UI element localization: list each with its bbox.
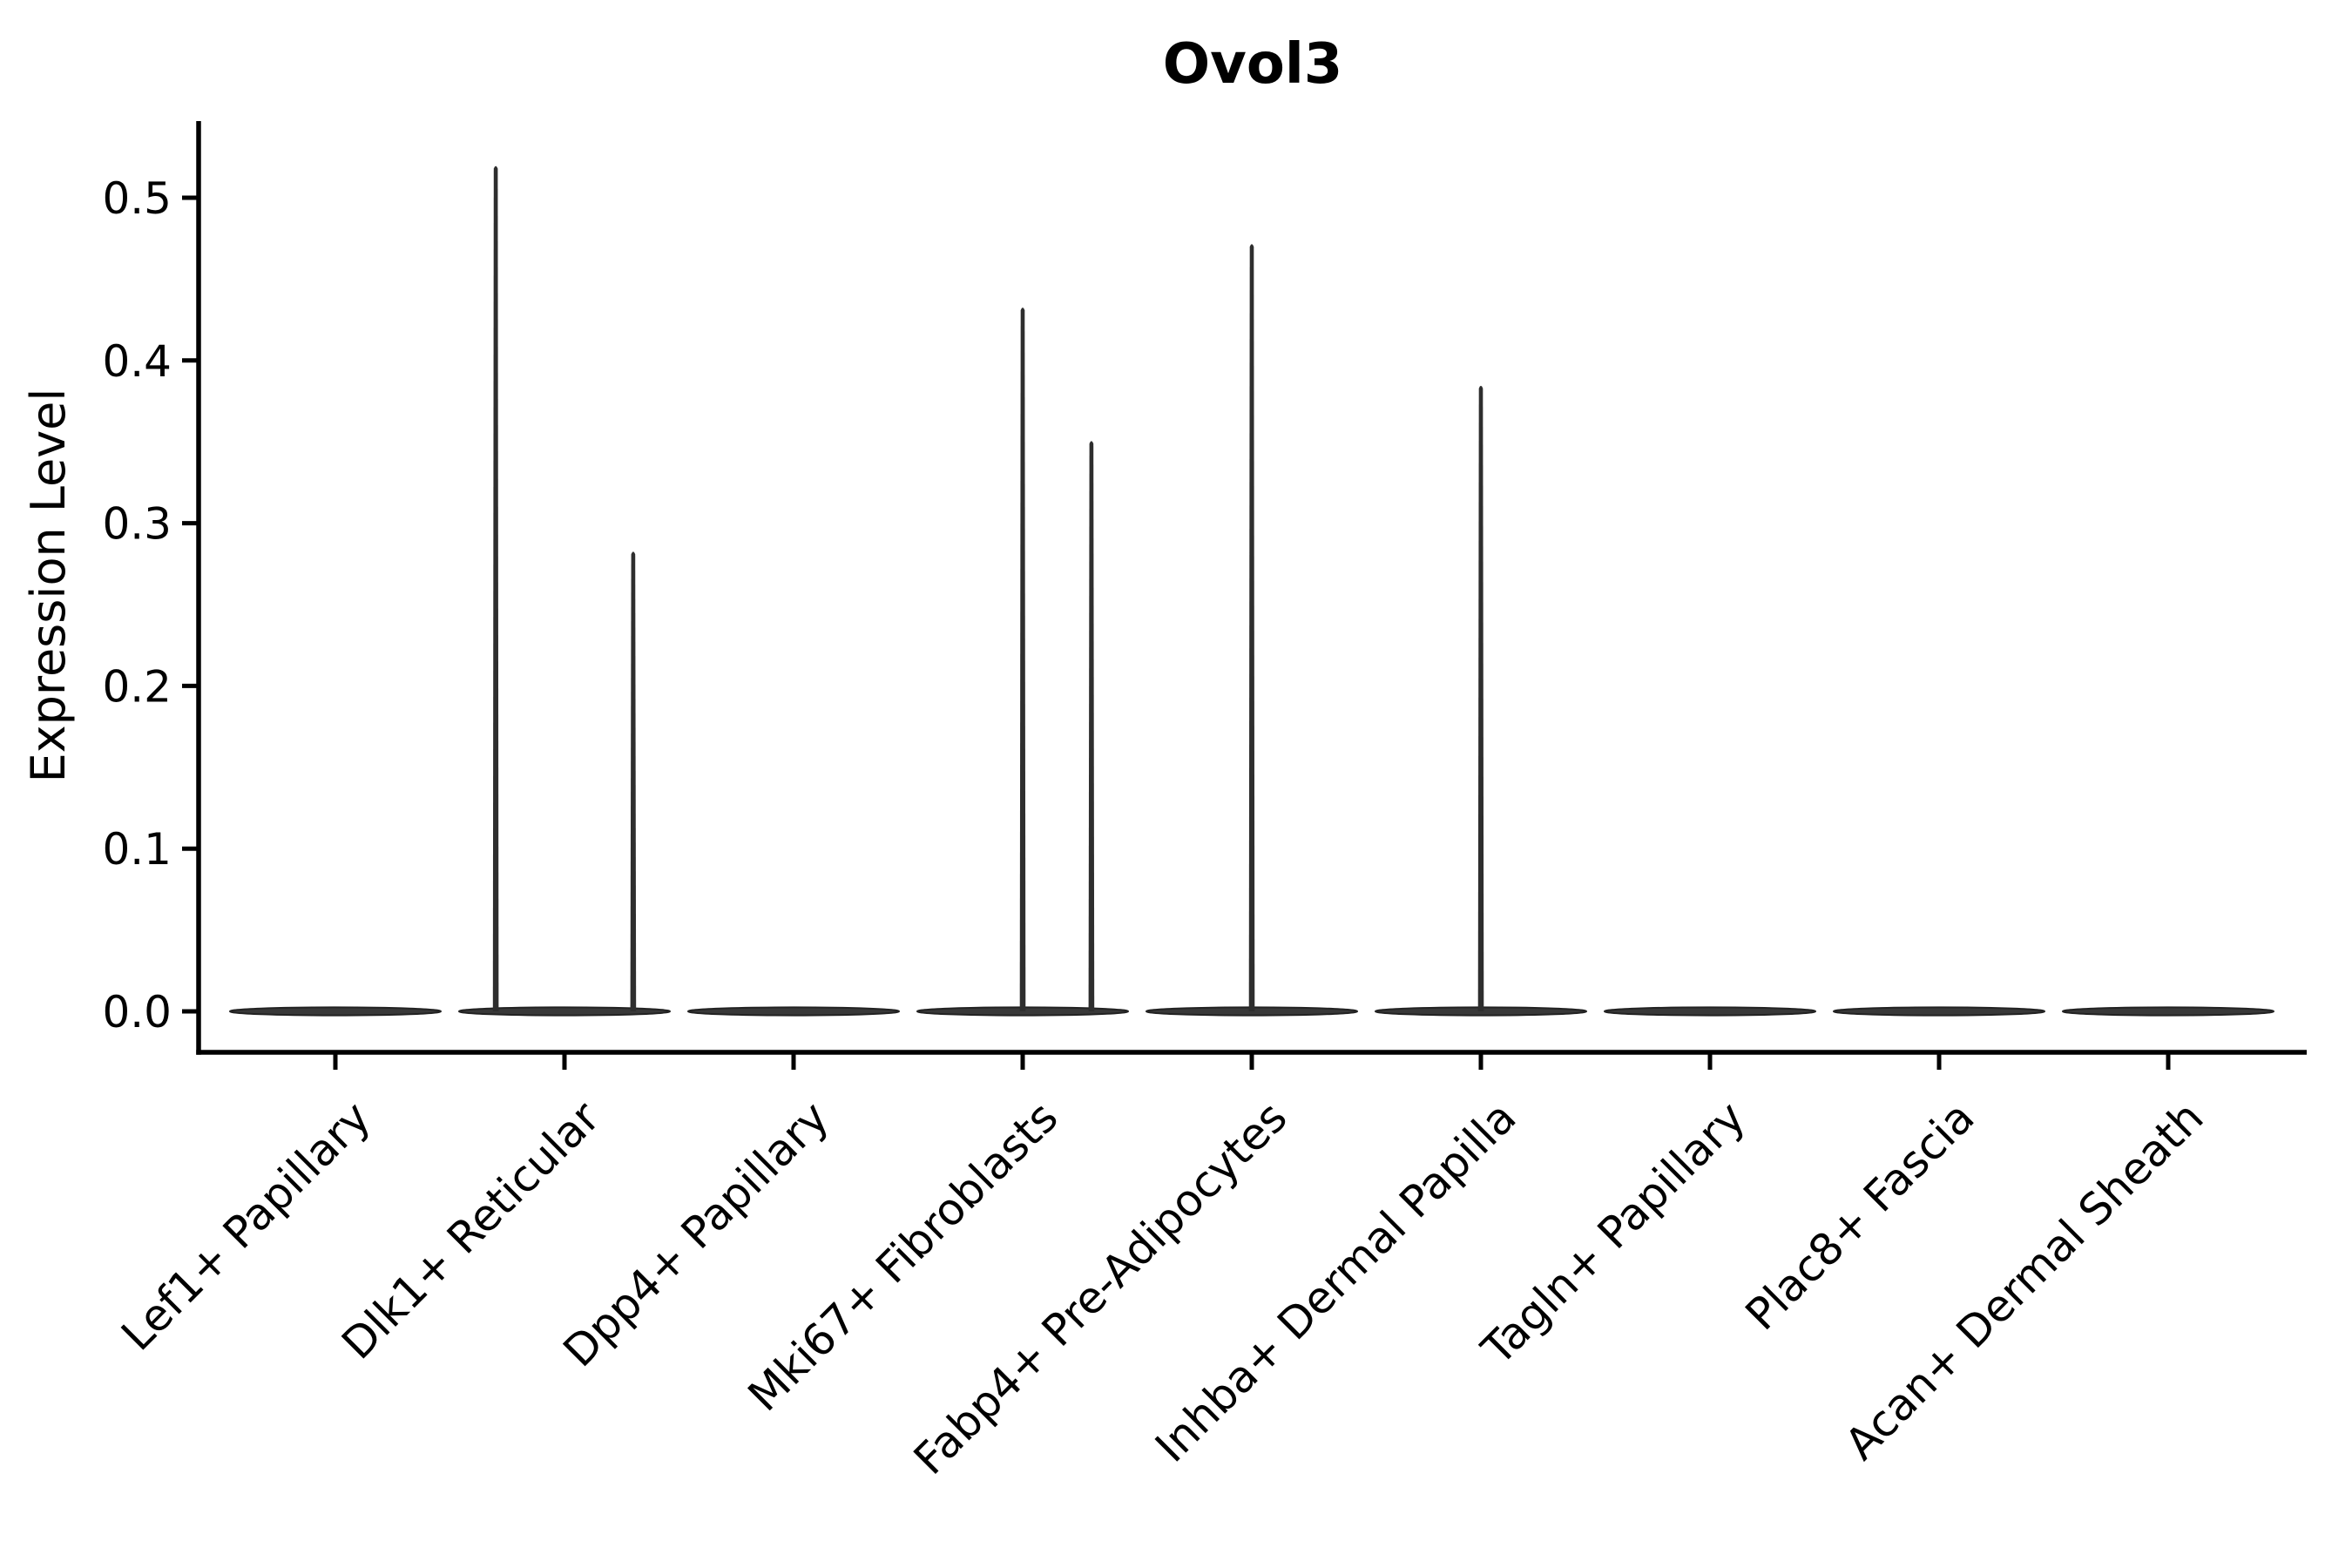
violin-body-7 bbox=[1604, 1006, 1816, 1017]
x-tick-label-1: Lef1+ Papillary bbox=[112, 1092, 380, 1360]
violin-spike bbox=[1477, 385, 1484, 1011]
y-tick-label: 0.2 bbox=[102, 661, 172, 712]
y-tick-label: 0.1 bbox=[102, 824, 172, 875]
y-tick-label: 0.5 bbox=[102, 173, 172, 224]
y-tick-label: 0.3 bbox=[102, 499, 172, 550]
plot-title: Ovol3 bbox=[1162, 32, 1343, 97]
violin-spike bbox=[630, 551, 637, 1011]
x-tick-label-5: Fabp4+ Pre-Adipocytes bbox=[904, 1092, 1297, 1484]
violin-body-1 bbox=[229, 1006, 442, 1017]
violin-body-9 bbox=[2062, 1006, 2274, 1017]
violin-spike bbox=[1019, 308, 1026, 1011]
y-tick-label: 0.4 bbox=[102, 336, 172, 387]
y-tick-label: 0.0 bbox=[102, 987, 172, 1037]
violin-body-8 bbox=[1833, 1006, 2045, 1017]
violin-spike bbox=[492, 166, 499, 1011]
violin-spike bbox=[1248, 244, 1255, 1012]
violin-spike bbox=[1088, 441, 1095, 1011]
violin-body-2 bbox=[458, 1006, 671, 1017]
x-tick-label-8: Plac8+ Fascia bbox=[1736, 1092, 1984, 1340]
violin-body-3 bbox=[687, 1006, 900, 1017]
